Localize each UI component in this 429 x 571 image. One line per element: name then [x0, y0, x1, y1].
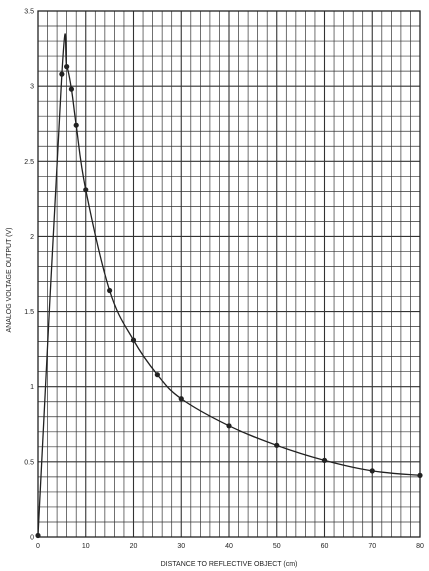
y-tick-labels: 0 0.5 1 1.5 2 2.5 3 3.5: [24, 9, 34, 542]
y-tick-label: 3.5: [24, 9, 34, 16]
y-tick-label: 1: [30, 384, 34, 391]
y-tick-label: 0: [30, 535, 34, 542]
data-point: [59, 71, 65, 77]
y-tick-label: 3: [30, 84, 34, 91]
x-tick-labels: 0 10 20 30 40 50 60 70 80: [36, 543, 424, 550]
plot-border: [37, 10, 421, 538]
y-tick-label: 2: [30, 234, 34, 241]
grid: [38, 11, 420, 537]
data-point: [68, 86, 75, 92]
data-point: [154, 372, 160, 378]
plot-frame: [37, 10, 421, 538]
data-point: [226, 423, 232, 429]
x-tick-label: 30: [177, 543, 185, 550]
x-tick-label: 0: [36, 543, 40, 550]
x-tick-label: 70: [368, 543, 376, 550]
x-tick-label: 10: [82, 543, 90, 550]
x-tick-label: 60: [321, 543, 329, 550]
x-tick-label: 50: [273, 543, 281, 550]
data-point: [107, 287, 113, 294]
data-point: [321, 457, 328, 463]
y-axis-title: ANALOG VOLTAGE OUTPUT (V): [6, 227, 13, 332]
x-tick-label: 20: [130, 543, 138, 550]
data-point: [64, 64, 70, 70]
data-point: [369, 468, 375, 474]
data-point: [178, 396, 184, 402]
data-point: [417, 472, 423, 478]
y-tick-label: 0.5: [24, 459, 34, 466]
data-point: [130, 337, 137, 343]
y-tick-label: 2.5: [24, 159, 34, 166]
series: [35, 33, 423, 539]
x-tick-label: 80: [416, 543, 424, 550]
x-axis-title: DISTANCE TO REFLECTIVE OBJECT (cm): [161, 561, 298, 568]
data-point: [83, 187, 89, 193]
x-tick-label: 40: [225, 543, 233, 550]
data-point: [73, 122, 79, 128]
series-line: [37, 33, 421, 536]
data-point: [274, 442, 280, 448]
data-point: [35, 532, 41, 539]
y-tick-label: 1.5: [24, 309, 34, 316]
